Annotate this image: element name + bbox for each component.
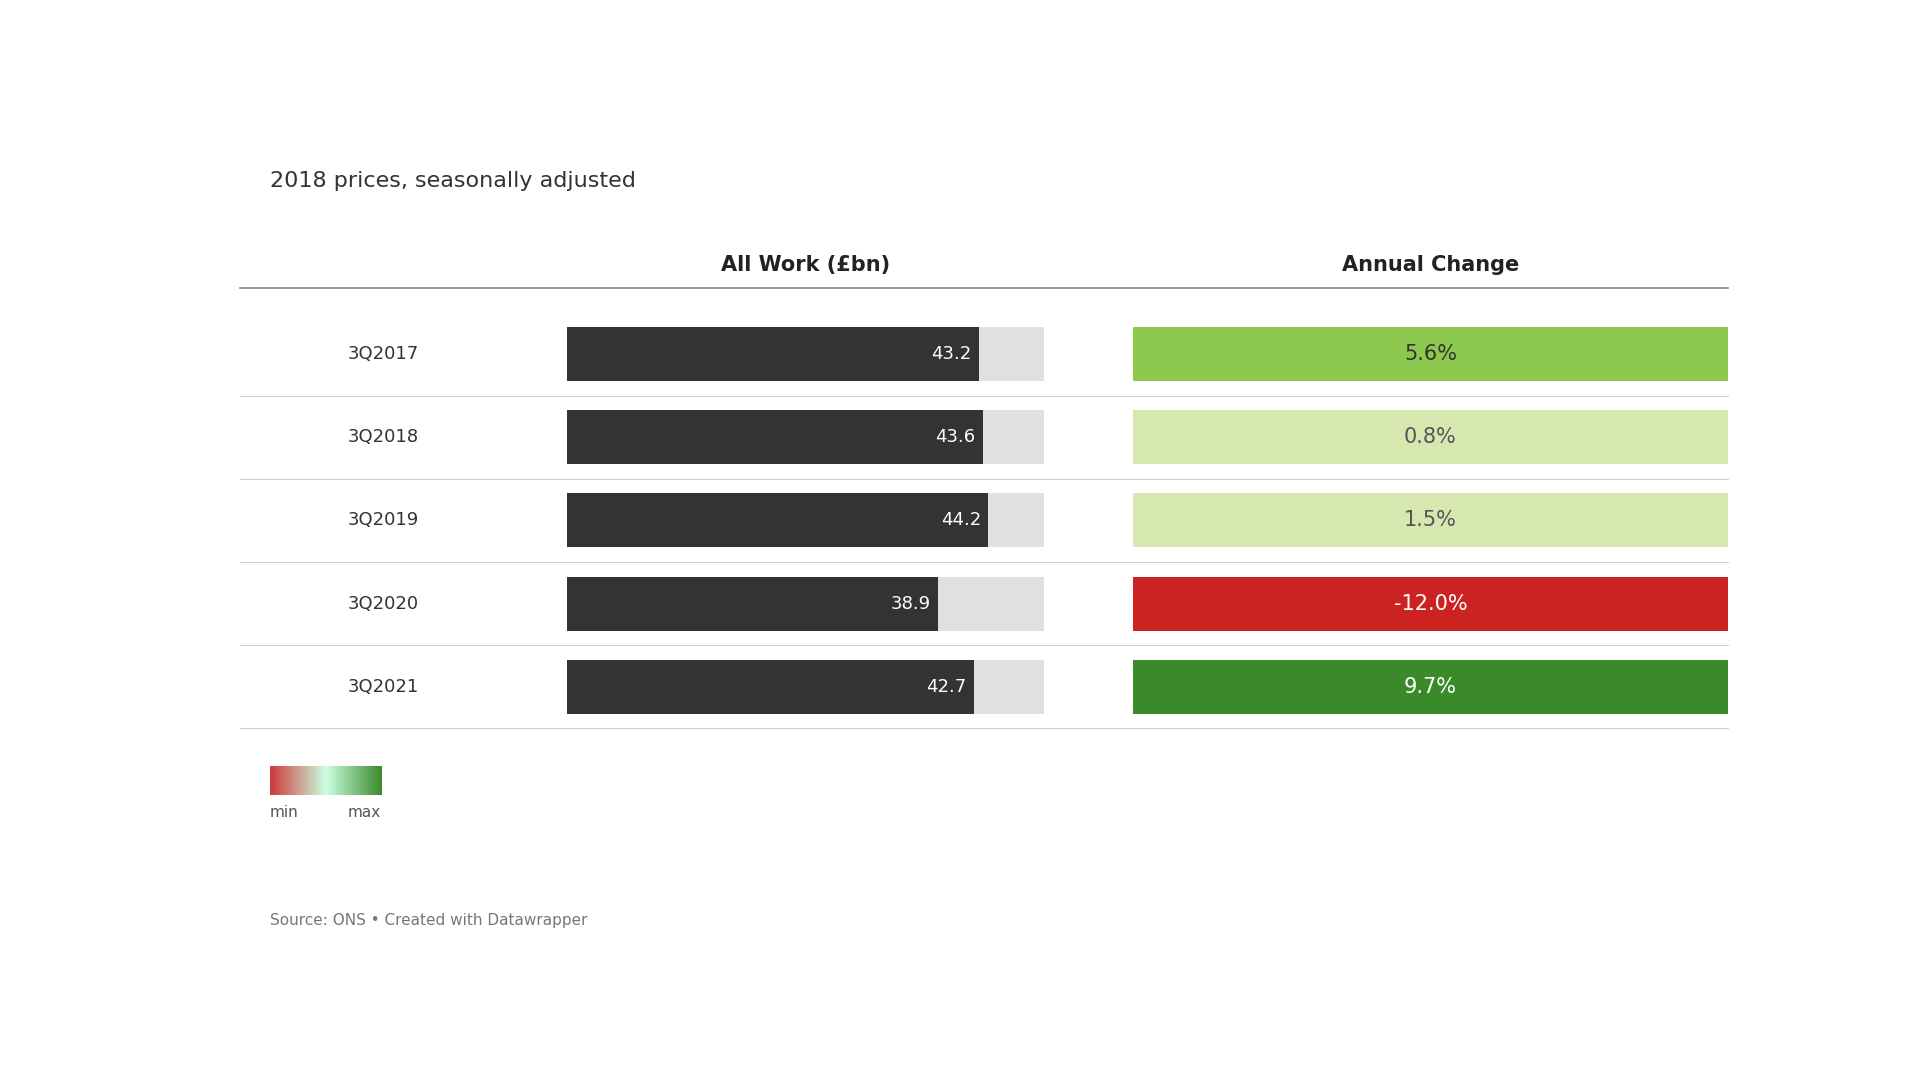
Text: 0.8%: 0.8% [1404,428,1457,447]
Text: 38.9: 38.9 [891,595,931,612]
Text: 43.6: 43.6 [935,429,975,446]
Text: 3Q2018: 3Q2018 [348,429,419,446]
FancyBboxPatch shape [568,410,1044,464]
Text: 9.7%: 9.7% [1404,677,1457,697]
Text: Annual Change: Annual Change [1342,255,1519,275]
FancyBboxPatch shape [568,577,1044,631]
Text: 1.5%: 1.5% [1404,511,1457,530]
Text: 3Q2020: 3Q2020 [348,595,419,612]
FancyBboxPatch shape [568,327,979,381]
Text: 2018 prices, seasonally adjusted: 2018 prices, seasonally adjusted [269,171,636,191]
Text: 5.6%: 5.6% [1404,345,1457,364]
Text: 43.2: 43.2 [931,346,972,363]
Text: min: min [269,805,298,820]
FancyBboxPatch shape [1133,410,1728,464]
Text: 42.7: 42.7 [925,678,966,696]
FancyBboxPatch shape [1133,327,1728,381]
Text: -12.0%: -12.0% [1394,594,1467,613]
FancyBboxPatch shape [568,660,973,714]
Text: All Work (£bn): All Work (£bn) [720,255,891,275]
Text: Source: ONS • Created with Datawrapper: Source: ONS • Created with Datawrapper [269,913,588,928]
FancyBboxPatch shape [1133,660,1728,714]
FancyBboxPatch shape [568,327,1044,381]
FancyBboxPatch shape [568,494,989,548]
FancyBboxPatch shape [1133,494,1728,548]
FancyBboxPatch shape [1133,577,1728,631]
Text: 44.2: 44.2 [941,512,981,529]
Text: 3Q2019: 3Q2019 [348,512,419,529]
Text: 3Q2017: 3Q2017 [348,346,419,363]
Text: 3Q2021: 3Q2021 [348,678,419,696]
Text: max: max [348,805,382,820]
FancyBboxPatch shape [568,660,1044,714]
FancyBboxPatch shape [568,494,1044,548]
FancyBboxPatch shape [568,577,937,631]
FancyBboxPatch shape [568,410,983,464]
